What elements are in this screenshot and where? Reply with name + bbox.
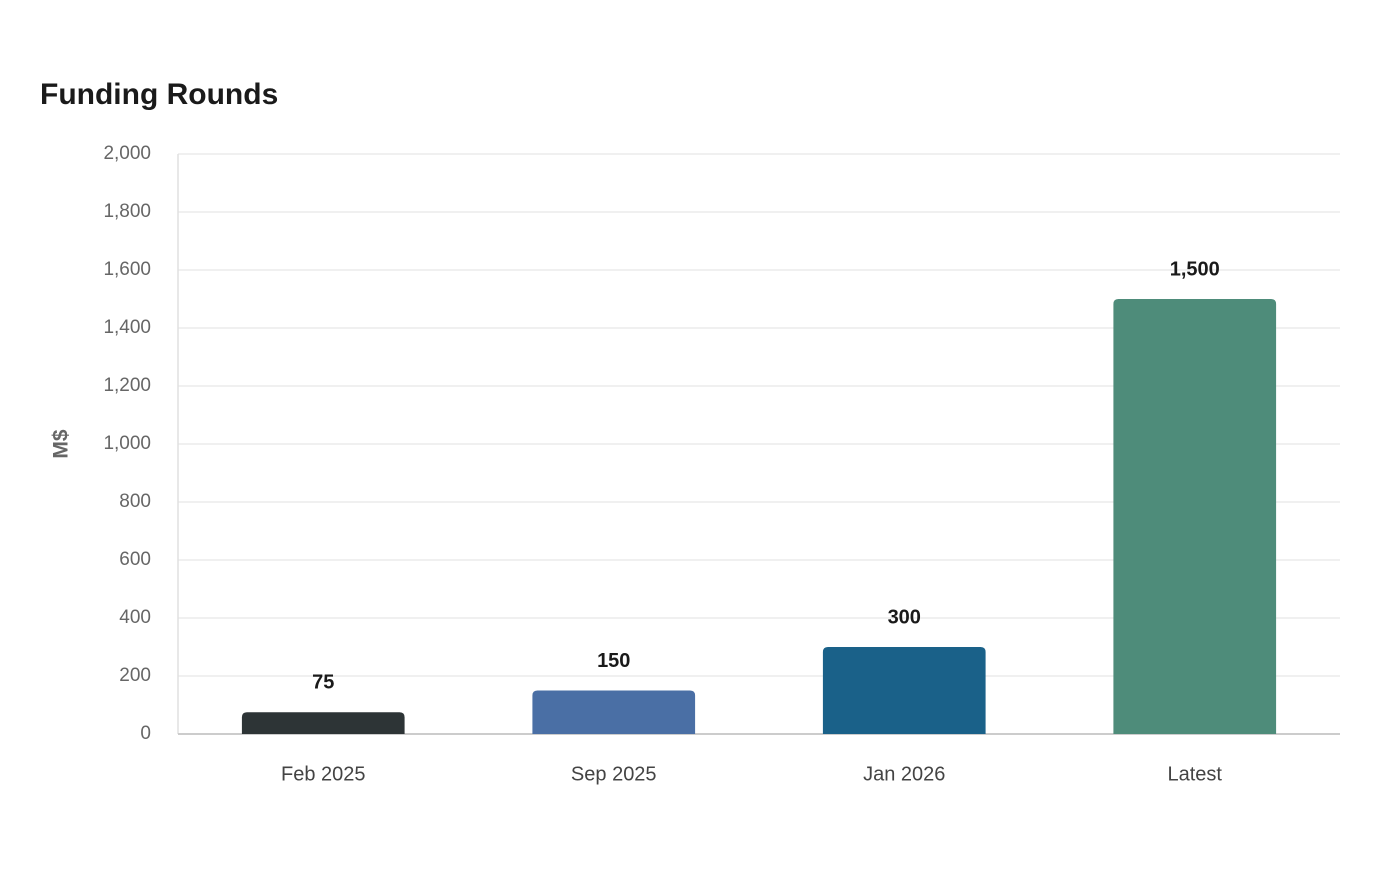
x-tick-label: Feb 2025: [281, 763, 366, 785]
x-tick-label: Sep 2025: [571, 763, 657, 785]
bar: [1113, 299, 1277, 734]
x-tick-label: Jan 2026: [863, 763, 945, 785]
value-label: 1,500: [1170, 258, 1220, 280]
x-tick-label: Latest: [1168, 763, 1223, 785]
y-axis-label: M$: [50, 429, 73, 458]
y-tick-label: 800: [119, 491, 151, 512]
y-tick-label: 0: [140, 723, 151, 744]
y-tick-label: 2,000: [103, 143, 151, 164]
bar: [241, 712, 405, 734]
y-tick-label: 400: [119, 607, 151, 628]
y-tick-label: 1,400: [103, 317, 151, 338]
y-tick-label: 1,200: [103, 375, 151, 396]
value-label: 150: [597, 650, 630, 672]
y-tick-label: 1,800: [103, 201, 151, 222]
value-label: 300: [888, 606, 921, 628]
y-tick-label: 600: [119, 549, 151, 570]
y-tick-label: 1,000: [103, 433, 151, 454]
bar: [822, 647, 986, 734]
value-label: 75: [312, 672, 334, 694]
y-tick-label: 1,600: [103, 259, 151, 280]
bar: [532, 690, 696, 734]
y-tick-label: 200: [119, 665, 151, 686]
chart-title: Funding Rounds: [40, 78, 278, 111]
